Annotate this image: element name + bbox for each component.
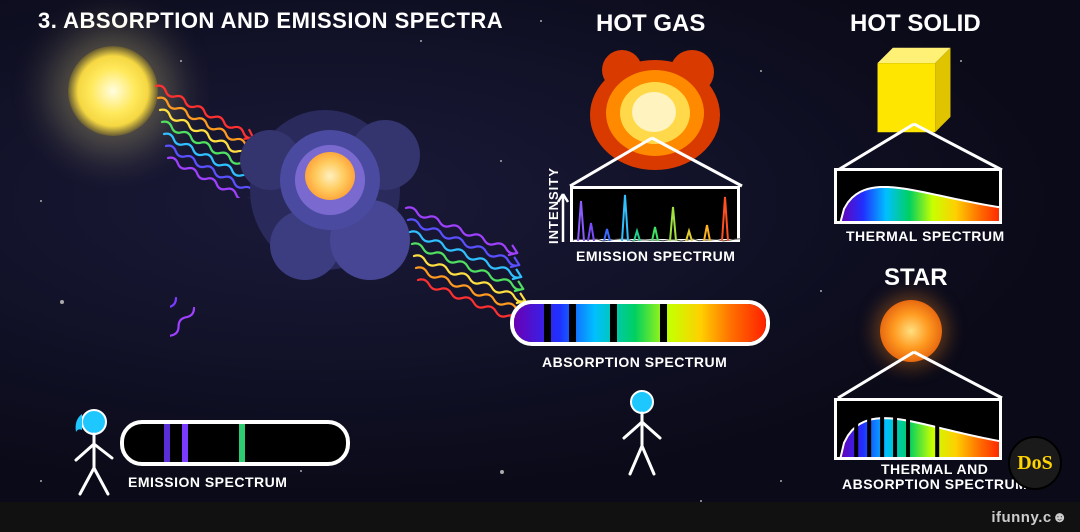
- star-spectrum-label: THERMAL AND ABSORPTION SPECTRUM: [842, 462, 1027, 493]
- dos-badge: DoS: [1008, 436, 1062, 490]
- emission-spectrum-label: EMISSION SPECTRUM: [128, 474, 287, 490]
- watermark: ifunny.c☻: [991, 509, 1068, 526]
- footer-bar: ifunny.c☻: [0, 502, 1080, 532]
- star-heading: STAR: [884, 264, 948, 292]
- observer-left-icon: [70, 408, 120, 498]
- emission-spectrum-graph: [570, 186, 740, 242]
- emission-spectrum-bar: [120, 420, 350, 466]
- rainbow-gradient: [514, 304, 766, 342]
- hot-gas-heading: HOT GAS: [596, 10, 705, 38]
- page-title: 3. ABSORPTION AND EMISSION SPECTRA: [38, 8, 503, 34]
- observer-center-icon: [620, 390, 666, 480]
- intensity-arrow-icon: [556, 186, 570, 242]
- star-spectrum-panel: [834, 398, 1002, 460]
- hot-solid-heading: HOT SOLID: [850, 10, 981, 38]
- sun-icon: [68, 46, 158, 136]
- thermal-spectrum-panel: [834, 168, 1002, 224]
- thermal-spectrum-label: THERMAL SPECTRUM: [846, 228, 1005, 244]
- absorption-spectrum-label: ABSORPTION SPECTRUM: [542, 354, 727, 370]
- waves-cloud-to-observer-left: [170, 290, 300, 410]
- emission-graph-label: EMISSION SPECTRUM: [576, 248, 735, 264]
- absorption-spectrum-bar: [510, 300, 770, 346]
